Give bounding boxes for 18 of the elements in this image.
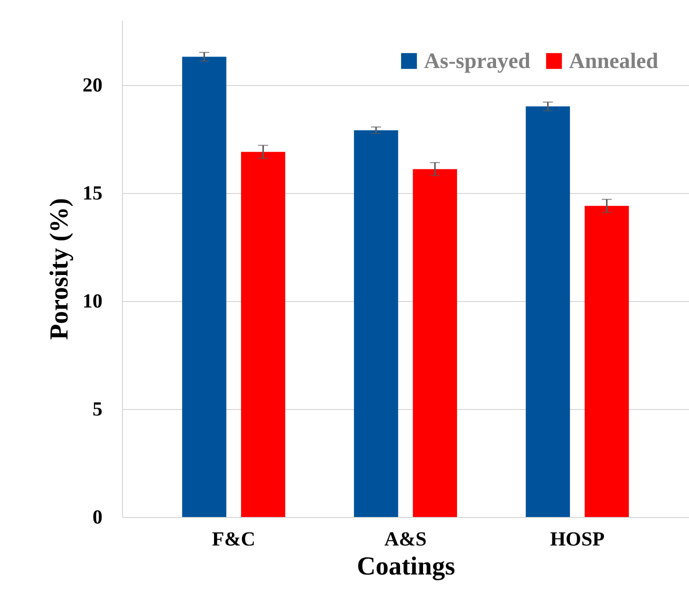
bar (241, 152, 286, 517)
y-tick-label: 10 (82, 290, 102, 312)
y-tick-label: 0 (92, 506, 102, 528)
bar (354, 130, 398, 517)
x-axis-title: Coatings (356, 552, 456, 580)
x-tick-label: A&S (384, 528, 427, 550)
legend-label: Annealed (569, 48, 658, 73)
bar (584, 206, 629, 517)
bar (412, 169, 458, 517)
x-tick-label: F&C (212, 528, 256, 550)
bar (526, 106, 570, 517)
y-tick-label: 5 (92, 398, 102, 420)
y-tick-label: 15 (82, 182, 102, 204)
y-tick-label: 20 (82, 74, 102, 96)
x-tick-label: HOSP (550, 528, 605, 550)
y-axis-title: Porosity (%) (44, 198, 74, 340)
legend-label: As-sprayed (424, 48, 530, 73)
bar (182, 56, 226, 517)
